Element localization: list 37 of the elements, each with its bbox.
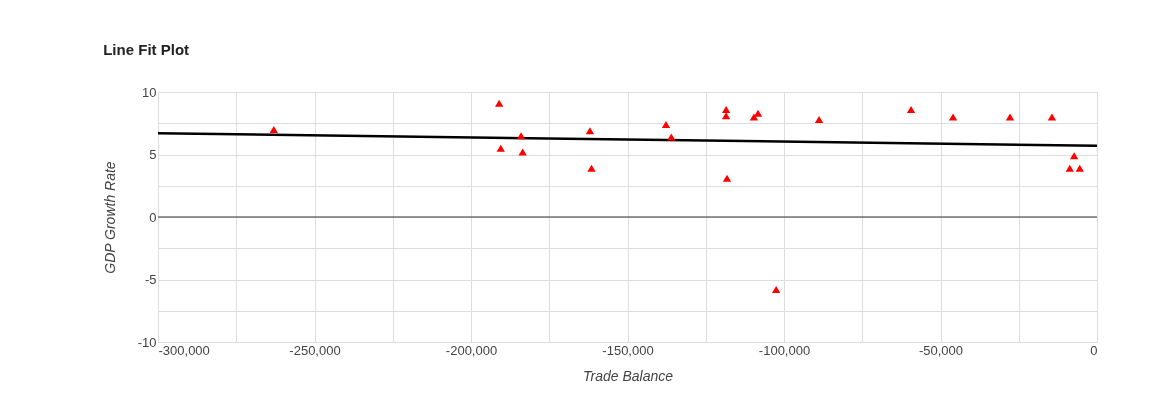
x-tick-label: -100,000 xyxy=(758,342,811,358)
point xyxy=(948,113,958,121)
y-tick-label: 0 xyxy=(149,209,157,225)
x-tick-label: -50,000 xyxy=(918,342,964,358)
x-axis-title: Trade Balance xyxy=(582,367,674,384)
y-axis-title: GDP Growth Rate xyxy=(101,161,118,274)
point xyxy=(667,133,676,141)
point xyxy=(661,120,671,129)
point xyxy=(494,99,504,107)
point xyxy=(749,113,759,121)
point xyxy=(1005,113,1015,121)
point xyxy=(906,105,916,114)
y-tick-label: 5 xyxy=(149,147,157,162)
point xyxy=(516,132,526,140)
point xyxy=(1069,152,1079,160)
x-tick-label: -250,000 xyxy=(289,342,341,358)
y-tick-label: -10 xyxy=(137,334,157,350)
point xyxy=(721,105,731,114)
point xyxy=(1075,164,1084,172)
x-tick-label: -300,000 xyxy=(158,342,210,358)
chart-title: Line Fit Plot xyxy=(103,41,190,58)
point xyxy=(1047,113,1057,121)
point xyxy=(1065,164,1074,172)
point xyxy=(771,285,781,294)
point xyxy=(496,144,505,152)
point xyxy=(587,164,596,172)
y-tick-label: -5 xyxy=(144,272,157,287)
x-tick-label: -150,000 xyxy=(602,342,654,358)
point xyxy=(721,112,731,120)
x-tick-label: 0 xyxy=(1090,342,1098,358)
point xyxy=(518,148,527,156)
y-tick-label: 10 xyxy=(142,84,157,100)
point xyxy=(585,127,595,135)
point xyxy=(814,115,824,124)
x-tick-label: -200,000 xyxy=(445,342,498,358)
point xyxy=(722,174,732,182)
point xyxy=(269,125,278,134)
